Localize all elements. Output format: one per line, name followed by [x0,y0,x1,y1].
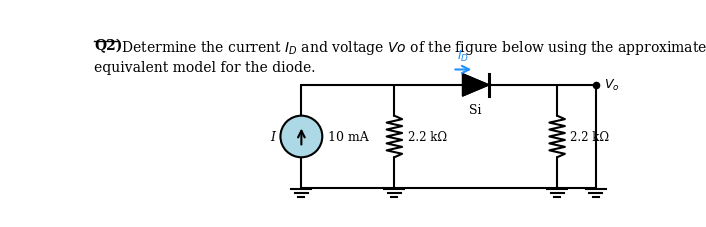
Text: Si: Si [469,104,482,117]
Text: 10 mA: 10 mA [328,130,369,143]
Text: equivalent model for the diode.: equivalent model for the diode. [95,61,316,75]
Text: 2.2 kΩ: 2.2 kΩ [407,130,447,143]
Text: 2.2 kΩ: 2.2 kΩ [570,130,609,143]
Text: Q2): Q2) [95,39,123,53]
Text: $\it{V}_o$: $\it{V}_o$ [604,78,619,93]
Text: $I_D$: $I_D$ [457,48,469,63]
Circle shape [280,116,323,158]
Text: I: I [270,130,275,143]
Polygon shape [462,74,489,96]
Text: Determine the current $I_D$ and voltage $\it{Vo}$ of the figure below using the : Determine the current $I_D$ and voltage … [117,39,706,57]
